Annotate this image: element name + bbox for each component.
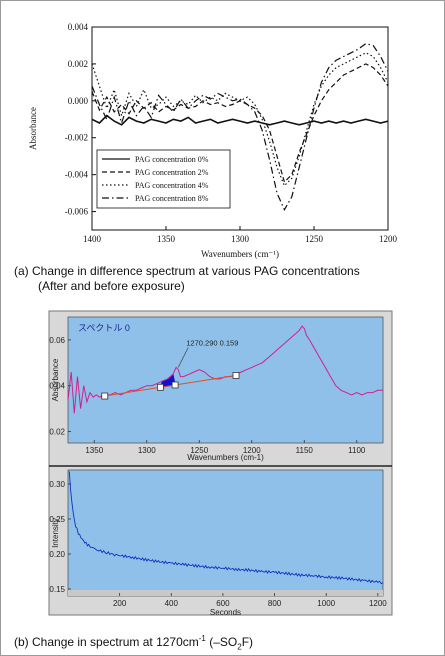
caption-b-end: F) <box>241 635 254 649</box>
caption-b-sub: 2 <box>237 642 242 652</box>
chart-a-x-tick-label: 1200 <box>379 234 398 244</box>
chart-b-upper-y-axis-label: Absorbance <box>51 358 60 401</box>
chart-a-legend-entry: PAG concentration 4% <box>135 181 209 190</box>
chart-b-upper-baseline-marker <box>101 392 109 400</box>
chart-b-lower-x-tick-label: 800 <box>268 599 282 608</box>
chart-b-upper-baseline-marker <box>156 383 164 391</box>
chart-a-y-tick-label: -0.006 <box>65 207 89 217</box>
chart-b-lower-y-tick-label: 0.20 <box>49 550 65 559</box>
chart-a-series-line-3 <box>91 42 389 212</box>
chart-b-upper-y-tick-label: 0.06 <box>49 336 65 345</box>
chart-a-legend-entry: PAG concentration 8% <box>135 194 209 203</box>
chart-b-lower-x-tick-label: 1200 <box>369 599 387 608</box>
chart-b-upper-y-tick-label: 0.04 <box>49 382 65 391</box>
chart-b-lower-y-tick-label: 0.15 <box>49 585 65 594</box>
chart-b-lower-x-tick-label: 400 <box>165 599 179 608</box>
caption-b: (b) Change in spectrum at 1270cm-1 (–SO2… <box>14 632 253 654</box>
chart-a-y-axis-label: Absorbance <box>28 107 38 150</box>
chart-b-upper-x-tick-label: 1150 <box>296 446 314 455</box>
caption-b-paren: (–SO <box>205 635 238 649</box>
chart-b-upper-baseline-marker <box>232 372 240 379</box>
chart-b: スペクトル 0 1350 1300 1250 1200 1150 1100 0.06 0.04 0… <box>48 310 393 617</box>
chart-a-legend-entry: PAG concentration 2% <box>135 168 209 177</box>
chart-b-lower-x-tick-label: 200 <box>113 599 127 608</box>
chart-b-lower-y-tick-label: 0.25 <box>49 515 65 524</box>
chart-b-upper-baseline-marker <box>171 381 179 389</box>
chart-b-upper-title: スペクトル 0 <box>78 323 130 333</box>
chart-b-upper-x-axis-label: Wavenumbers (cm-1) <box>187 453 264 462</box>
chart-a-series-line-2 <box>91 52 389 187</box>
chart-a-x-tick-label: 1250 <box>305 234 324 244</box>
chart-b-lower-x-axis-label: Seconds <box>210 608 241 617</box>
caption-b-prefix: (b) Change in spectrum at 1270cm <box>14 635 199 649</box>
chart-a-y-tick-label: -0.002 <box>65 133 88 143</box>
caption-a-line2: (After and before exposure) <box>38 279 185 293</box>
chart-b-lower-y-axis-label: Intensity <box>51 518 60 548</box>
chart-b-upper-x-tick-label: 1200 <box>243 446 261 455</box>
chart-b-lower-scroll-track <box>68 590 383 596</box>
chart-b-upper-annotation-leader <box>177 347 189 368</box>
chart-a-y-tick-label: -0.004 <box>65 170 89 180</box>
chart-a: 1400 1350 1300 1250 1200 0.004 0.002 0.000 -0.00… <box>28 22 398 259</box>
chart-a-x-tick-label: 1300 <box>231 234 250 244</box>
chart-b-upper-x-tick-label: 1250 <box>190 446 208 455</box>
chart-a-y-tick-label: 0.002 <box>68 59 88 69</box>
chart-b-upper-baseline <box>104 374 237 397</box>
chart-b-upper-x-tick-label: 1100 <box>348 446 366 455</box>
chart-a-series-line-0 <box>91 114 389 126</box>
chart-b-lower-y-tick-label: 0.30 <box>49 480 65 489</box>
chart-a-y-tick-label: 0.000 <box>68 96 89 106</box>
chart-b-upper-y-tick-label: 0.02 <box>49 428 65 437</box>
chart-b-upper-annotation: 1270.290 0.159 <box>186 338 238 347</box>
chart-a-legend-entry: PAG concentration 0% <box>135 155 209 164</box>
chart-b-lower-x-tick-label: 600 <box>216 599 230 608</box>
chart-b-upper-x-tick-label: 1350 <box>85 446 103 455</box>
chart-b-upper-x-tick-label: 1300 <box>138 446 156 455</box>
chart-a-x-tick-label: 1400 <box>83 234 102 244</box>
chart-b-lower-x-tick-label: 1000 <box>317 599 335 608</box>
caption-a-line1: (a) Change in difference spectrum at var… <box>14 264 360 278</box>
chart-b-lower-intensity-line <box>68 471 384 585</box>
caption-b-sup: -1 <box>198 634 206 643</box>
chart-a-y-tick-label: 0.004 <box>68 22 89 32</box>
chart-a-x-axis-label: Wavenumbers (cm⁻¹) <box>201 249 279 259</box>
chart-b-upper-plot-area <box>67 316 384 444</box>
chart-a-x-tick-label: 1350 <box>157 234 176 244</box>
